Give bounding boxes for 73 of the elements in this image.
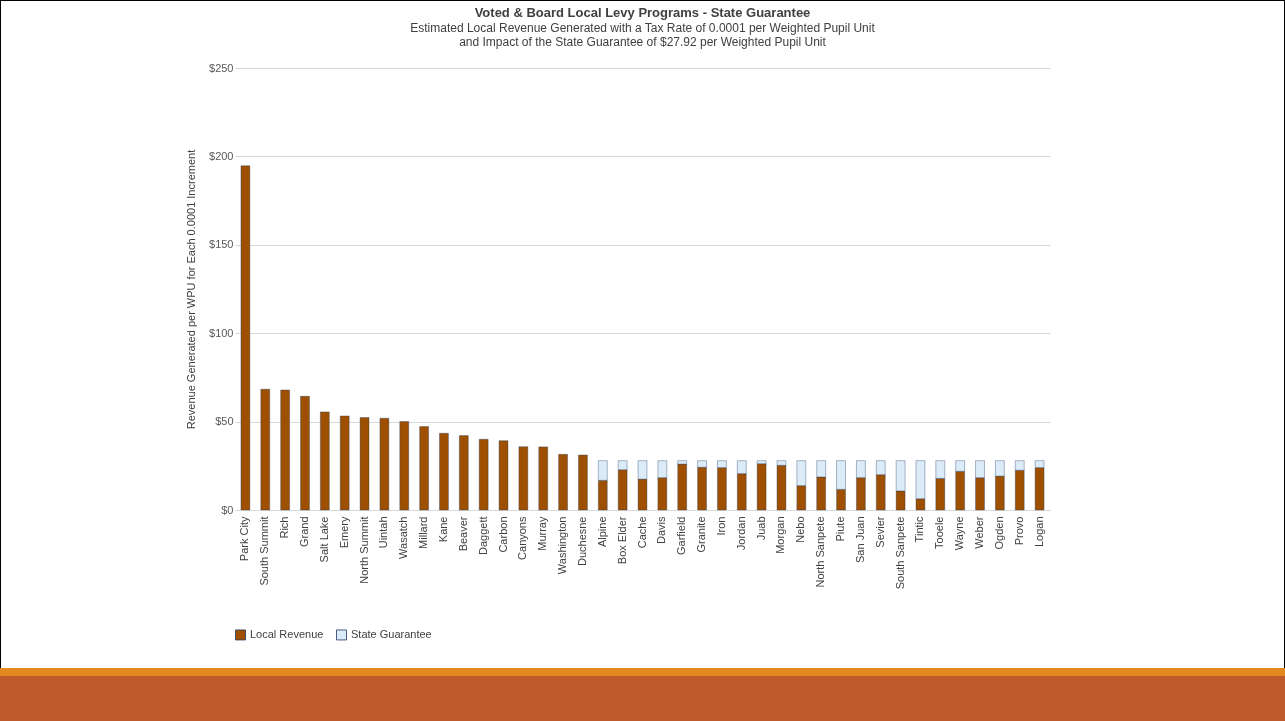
x-tick-label: Kane [436,516,449,543]
y-tick-label: $100 [209,326,234,339]
bar [399,421,410,511]
x-tick-label: Tintic [913,516,926,543]
x-tick-label: Daggett [476,516,489,556]
x-tick-label: Tooele [933,516,946,549]
x-tick-label: Salt Lake [317,516,330,563]
x-tick-label: Wasatch [397,516,410,559]
bar [339,415,350,511]
x-tick-label: Park City [238,516,251,562]
bar [439,432,449,511]
x-tick-label: Beaver [456,516,469,552]
y-tick-label: $150 [209,238,234,251]
x-tick-label: Jordan [734,516,747,551]
chart-subtitle: Estimated Local Revenue Generated with a Tax Rate of 0.0001 per Weighted Pupil Unit and Impact of the State Guarantee of $27.92 per Weighted Pupil Unit [410,21,876,49]
bar [320,411,330,511]
y-tick-label: $200 [209,149,234,162]
bar [478,438,489,511]
x-tick-label: Iron [714,516,727,536]
x-tick-label: Grand [297,516,310,548]
x-tick-label: Emery [337,516,350,549]
y-tick-label: $0 [221,503,234,516]
x-tick-label: South Sanpete [893,516,906,590]
legend-label: State Guarantee [351,627,432,640]
x-tick-label: Cache [635,516,648,549]
x-tick-label: Davis [655,516,668,545]
x-tick-label: Rich [278,516,291,539]
x-tick-label: Juab [754,516,767,541]
x-tick-label: Murray [536,516,549,551]
x-tick-label: Wayne [953,516,966,551]
x-tick-label: Washington [556,516,569,575]
x-tick-label: Weber [973,516,986,549]
bar [260,388,271,511]
bar [776,464,787,511]
bar [280,389,290,511]
x-tick-label: Duchesne [575,516,588,567]
x-tick-label: Morgan [774,516,787,554]
x-tick-label: North Sanpete [814,516,827,588]
bar [498,440,509,511]
x-tick-label: Canyons [516,516,529,560]
bar [379,417,390,511]
bar [300,396,310,511]
x-tick-label: Granite [695,516,708,553]
y-tick-label: $50 [215,415,234,428]
bar [359,417,370,511]
bar [538,446,548,511]
bar [558,454,568,511]
x-tick-label: Carbon [496,516,509,553]
x-tick-label: Sevier [873,516,886,548]
x-tick-label: Millard [417,516,430,549]
x-tick-label: Garfield [675,516,688,556]
chart-title: Voted & Board Local Levy Programs - State Guarantee [474,5,811,20]
x-tick-label: Logan [1032,516,1045,548]
x-tick-label: Ogden [992,516,1005,550]
bar [419,426,429,511]
x-tick-label: North Summit [357,516,370,584]
bar [756,463,767,511]
bar [459,435,469,511]
bar [677,463,687,511]
x-tick-label: South Summit [258,516,271,586]
x-tick-label: Box Elder [615,516,628,565]
x-tick-label: Nebo [794,516,807,543]
x-tick-label: San Juan [853,516,866,563]
x-tick-label: Piute [834,516,847,542]
y-axis-title: Revenue Generated per WPU for Each 0.0001 Increment [185,149,198,430]
bar [578,454,588,511]
y-tick-label: $250 [209,61,234,74]
bar [518,446,529,511]
bar [240,165,251,511]
legend-label: Local Revenue [250,627,324,640]
x-tick-label: Alpine [595,516,608,548]
x-tick-label: Uintah [377,516,390,549]
x-tick-label: Provo [1012,516,1025,546]
